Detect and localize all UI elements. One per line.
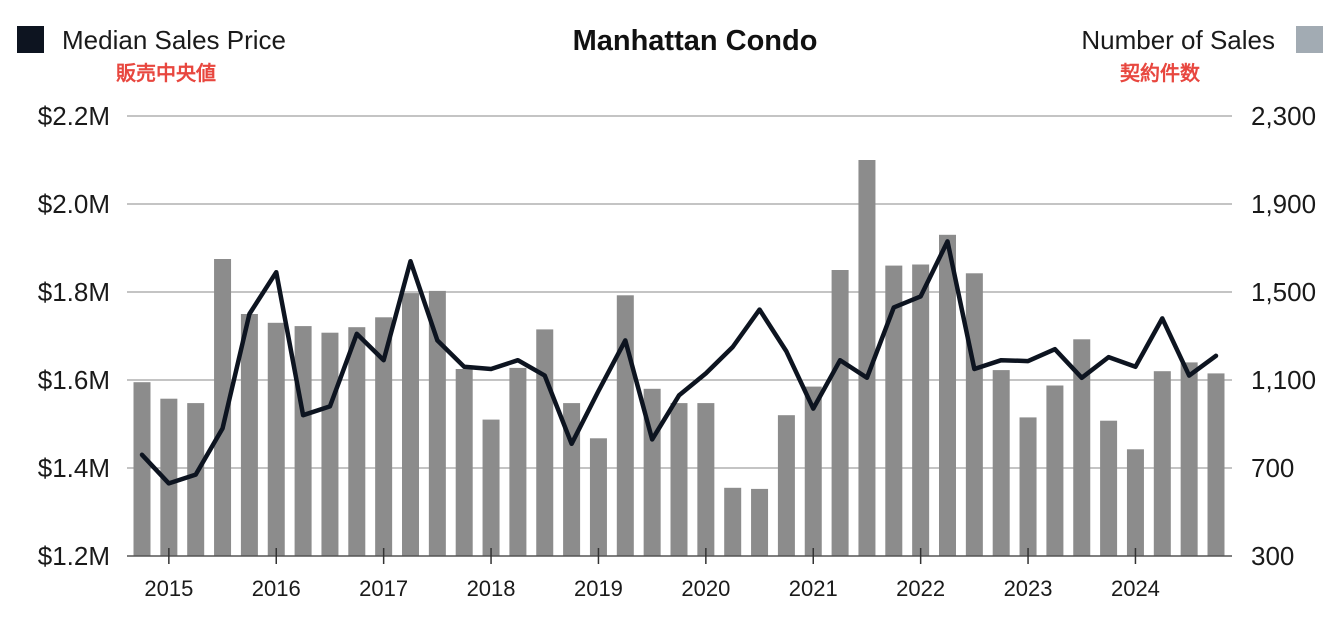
bar-series-number-of-sales (133, 160, 1225, 557)
y-left-tick-label: $2.0M (38, 189, 110, 219)
bar (375, 317, 393, 556)
legend-swatch-median-price (17, 26, 44, 53)
legend-label-median-price: Median Sales Price (62, 25, 286, 55)
y-axis-left: $2.2M $2.0M $1.8M $1.6M $1.4M $1.2M (38, 101, 110, 571)
y-right-tick-label: 1,100 (1251, 365, 1316, 395)
bar (402, 293, 419, 556)
chart-title: Manhattan Condo (573, 25, 818, 57)
bar (482, 419, 500, 556)
x-axis (127, 548, 1232, 564)
bar (939, 234, 956, 557)
line-series-median-price (139, 239, 1219, 486)
y-right-tick-label: 1,500 (1251, 277, 1316, 307)
bar (348, 327, 366, 556)
bar (509, 367, 527, 556)
x-tick-label: 2020 (681, 576, 730, 601)
bar (1100, 420, 1118, 556)
x-tick-label: 2023 (1004, 576, 1053, 601)
bar (831, 270, 849, 556)
bar (670, 403, 688, 556)
y-left-tick-label: $1.2M (38, 541, 110, 571)
bar (697, 403, 715, 556)
y-left-tick-label: $1.8M (38, 277, 110, 307)
bar (455, 369, 473, 556)
y-right-tick-label: 300 (1251, 541, 1294, 571)
x-tick-label: 2021 (789, 576, 838, 601)
y-axis-right: 2,300 1,900 1,500 1,100 700 300 (1251, 101, 1316, 571)
bar (1046, 385, 1064, 556)
bar (1073, 339, 1091, 556)
bar (1153, 371, 1171, 556)
bar (133, 382, 151, 556)
y-right-tick-label: 700 (1251, 453, 1294, 483)
legend-label-median-price-jp: 販売中央値 (116, 61, 216, 85)
bar (321, 332, 339, 556)
bar (858, 160, 876, 556)
bar (804, 386, 822, 556)
bar (1019, 417, 1037, 556)
bar (912, 264, 930, 556)
bar (563, 403, 581, 556)
y-right-tick-label: 1,900 (1251, 189, 1316, 219)
bar (616, 295, 634, 556)
x-tick-label: 2024 (1111, 576, 1160, 601)
y-left-tick-label: $1.4M (38, 453, 110, 483)
bar (187, 403, 205, 556)
bar (777, 415, 795, 556)
bar (240, 314, 258, 556)
x-tick-label: 2016 (252, 576, 301, 601)
x-axis-labels: 2015 2016 2017 2018 2019 2020 2021 2022 2023 2024 (144, 576, 1160, 601)
bar (294, 326, 312, 556)
y-right-tick-label: 2,300 (1251, 101, 1316, 131)
x-tick-label: 2017 (359, 576, 408, 601)
bar (536, 329, 554, 556)
median-price-line (139, 239, 1219, 486)
bar (160, 398, 178, 556)
legend-label-number-of-sales-jp: 契約件数 (1119, 61, 1201, 85)
bar (965, 273, 983, 556)
bar (1126, 449, 1144, 556)
bar (885, 265, 903, 556)
bar (267, 322, 285, 556)
bar (1207, 373, 1225, 556)
y-left-tick-label: $1.6M (38, 365, 110, 395)
legend-label-number-of-sales: Number of Sales (1081, 25, 1275, 55)
bar (589, 438, 607, 556)
x-tick-label: 2015 (144, 576, 193, 601)
bar (1180, 362, 1198, 556)
legend-swatch-number-of-sales (1296, 26, 1323, 53)
bar (428, 290, 446, 556)
bar (751, 488, 769, 556)
bar (214, 259, 232, 556)
bar (992, 370, 1010, 556)
bar (724, 487, 742, 556)
y-left-tick-label: $2.2M (38, 101, 110, 131)
x-tick-label: 2022 (896, 576, 945, 601)
x-tick-label: 2019 (574, 576, 623, 601)
x-tick-label: 2018 (467, 576, 516, 601)
